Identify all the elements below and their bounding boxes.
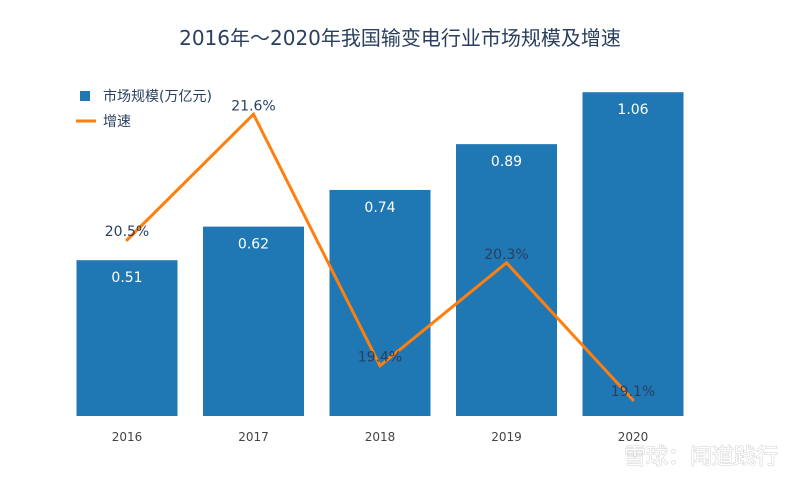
growth-label-2020: 19.1% [611,384,655,400]
legend-box [71,79,221,135]
x-tick-2018: 2018 [365,430,396,444]
growth-point-2018 [378,364,382,368]
growth-point-2016 [125,238,129,242]
bar-2020 [582,92,684,416]
legend-bar-swatch [80,91,90,101]
bar-label-2019: 0.89 [491,154,522,170]
growth-label-2018: 19.4% [358,350,402,366]
growth-label-2019: 20.3% [484,247,528,263]
line-labels: 20.5% 21.6% 19.4% 20.3% 19.1% [105,98,655,400]
line-series [125,111,635,402]
bar-2019 [456,144,557,417]
bar-2018 [329,189,431,416]
growth-point-2020 [631,398,635,402]
legend-bar-label: 市场规模(万亿元) [103,88,212,105]
x-tick-2016: 2016 [112,430,143,444]
bar-2017 [203,226,304,416]
chart-title: 2016年～2020年我国输变电行业市场规模及增速 [179,26,621,50]
watermark: 雪球：闻道践行 [624,445,778,470]
x-axis-ticks: 2016 2017 2018 2019 2020 [112,430,649,444]
bar-label-2018: 0.74 [364,200,395,216]
x-tick-2019: 2019 [491,430,522,444]
bar-2016 [76,260,178,416]
growth-label-2016: 20.5% [105,224,149,240]
x-tick-2017: 2017 [238,430,269,444]
bar-label-2020: 1.06 [617,102,648,118]
legend: 市场规模(万亿元) 增速 [71,79,221,135]
bar-label-2017: 0.62 [238,237,269,253]
growth-point-2017 [252,112,255,116]
bar-labels: 0.51 0.62 0.74 0.89 1.06 [111,102,648,286]
growth-label-2017: 21.6% [231,98,275,114]
growth-point-2019 [505,261,508,265]
legend-line-label: 增速 [103,114,131,130]
x-tick-2020: 2020 [618,430,649,444]
bar-label-2016: 0.51 [111,270,142,286]
